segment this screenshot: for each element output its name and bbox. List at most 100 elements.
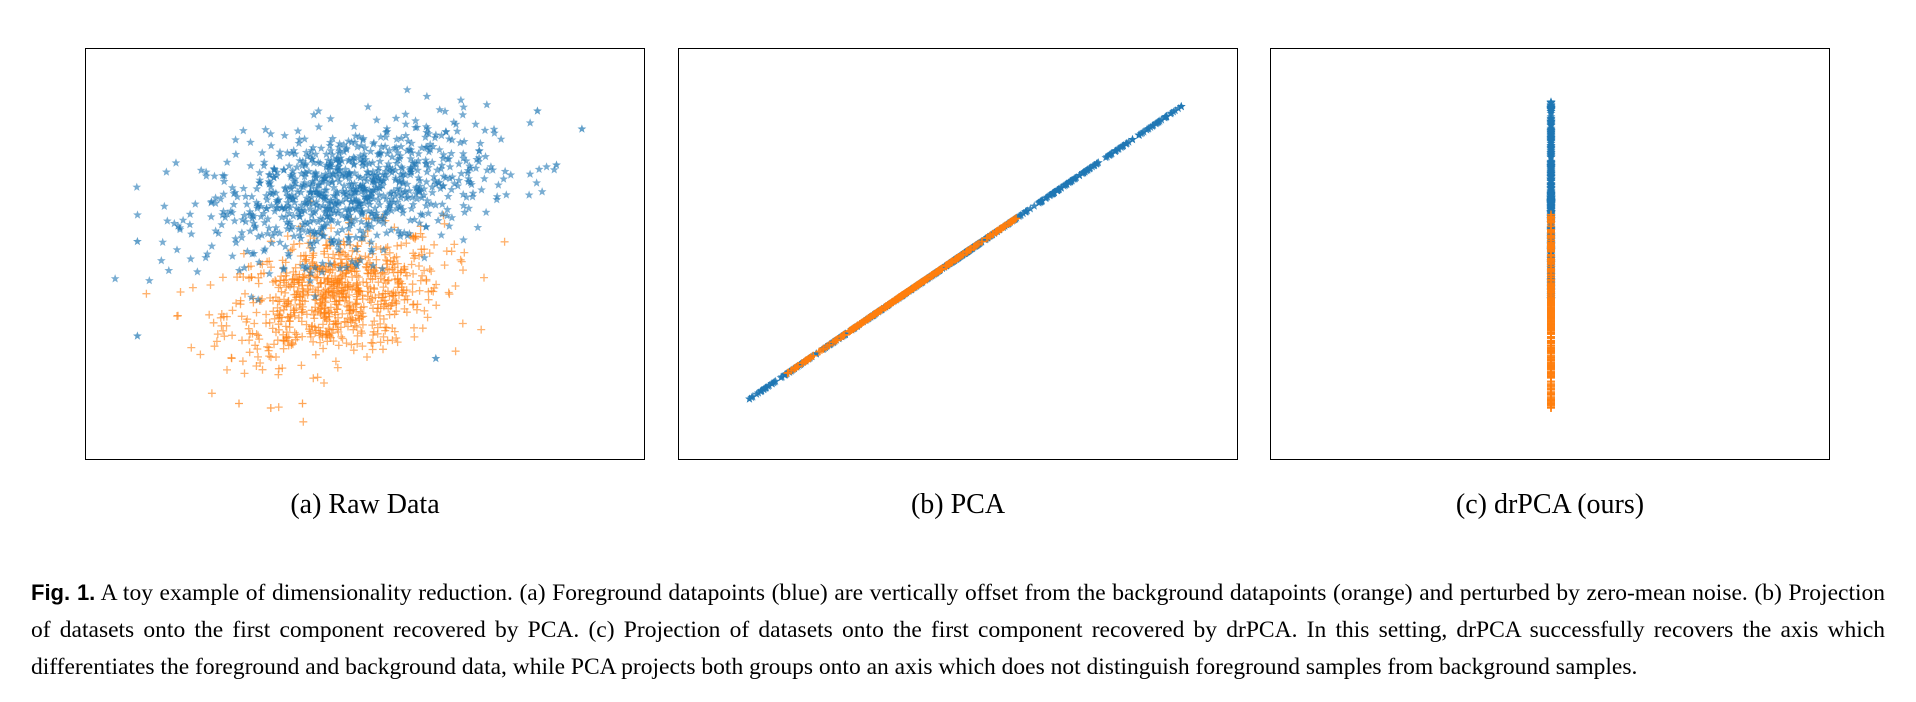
foreground-point — [445, 173, 455, 183]
foreground-point — [369, 194, 378, 203]
foreground-point — [346, 197, 356, 206]
foreground-point — [333, 173, 342, 182]
foreground-point — [431, 179, 441, 189]
foreground-point — [256, 212, 266, 221]
background-point — [363, 353, 371, 361]
foreground-point — [307, 210, 316, 219]
foreground-point — [351, 194, 361, 203]
background-point — [309, 374, 318, 383]
foreground-point — [1134, 130, 1144, 139]
foreground-point — [230, 216, 239, 225]
foreground-point — [398, 177, 408, 186]
foreground-point — [309, 208, 319, 217]
background-point — [372, 255, 381, 264]
background-point — [314, 323, 323, 332]
background-point — [347, 340, 356, 349]
foreground-point — [171, 158, 181, 167]
foreground-point — [1138, 128, 1147, 137]
background-point — [173, 312, 181, 320]
foreground-point — [346, 216, 355, 225]
foreground-point — [277, 212, 287, 222]
figure-caption: Fig. 1. A toy example of dimensionality … — [31, 574, 1885, 686]
background-point — [392, 297, 401, 306]
panel-raw-data — [85, 48, 645, 460]
background-point — [281, 288, 290, 297]
background-point — [382, 256, 390, 264]
foreground-point — [379, 176, 388, 185]
foreground-point — [260, 218, 269, 227]
foreground-point — [421, 155, 431, 164]
foreground-point — [447, 213, 457, 222]
background-point — [263, 257, 272, 266]
foreground-point — [356, 217, 366, 226]
foreground-point — [325, 141, 335, 150]
foreground-point — [334, 148, 344, 157]
foreground-point — [332, 165, 341, 174]
foreground-point — [133, 236, 142, 246]
foreground-point — [369, 214, 378, 223]
foreground-point — [249, 248, 259, 258]
foreground-point — [173, 221, 183, 230]
background-point — [280, 278, 289, 287]
foreground-point — [318, 214, 328, 224]
foreground-point — [339, 147, 349, 156]
background-point — [412, 305, 421, 314]
foreground-point — [333, 208, 343, 218]
foreground-point — [1142, 125, 1151, 134]
foreground-point — [327, 178, 337, 187]
background-point — [334, 300, 343, 309]
background-point — [284, 297, 293, 306]
background-point — [447, 247, 456, 256]
foreground-point — [364, 219, 373, 228]
foreground-point — [379, 214, 388, 223]
foreground-point — [291, 174, 300, 183]
foreground-point — [201, 171, 211, 180]
background-point — [1547, 360, 1555, 369]
foreground-point — [476, 138, 485, 148]
scatter-plot-raw-data — [110, 85, 587, 426]
foreground-point — [401, 119, 411, 128]
foreground-point — [210, 171, 219, 180]
background-point — [245, 336, 254, 345]
background-point — [357, 303, 366, 312]
background-point — [325, 330, 334, 339]
foreground-point — [308, 176, 317, 186]
background-point — [477, 325, 486, 334]
foreground-point — [447, 148, 456, 158]
background-point — [783, 369, 792, 378]
foreground-point — [359, 134, 368, 143]
foreground-point — [298, 182, 308, 191]
foreground-point — [294, 224, 304, 233]
background-point — [392, 252, 401, 261]
foreground-point — [1546, 150, 1556, 159]
foreground-point — [268, 231, 277, 240]
background-point — [340, 317, 349, 326]
background-point — [393, 268, 402, 277]
foreground-point — [277, 203, 286, 212]
background-point — [410, 254, 419, 263]
foreground-point — [286, 184, 296, 193]
background-point — [346, 315, 355, 324]
foreground-point — [422, 91, 432, 101]
foreground-point — [318, 201, 328, 210]
background-point — [263, 342, 272, 351]
foreground-point — [326, 208, 336, 217]
foreground-point — [280, 131, 289, 140]
foreground-point — [323, 218, 332, 227]
foreground-point — [353, 171, 363, 181]
foreground-point — [247, 214, 257, 223]
foreground-point — [537, 187, 547, 196]
foreground-point — [393, 155, 402, 164]
background-point — [349, 325, 358, 334]
foreground-point — [216, 194, 225, 203]
foreground-point — [361, 155, 370, 164]
foreground-point — [334, 245, 343, 254]
foreground-point — [185, 209, 195, 218]
background-point — [393, 241, 402, 250]
background-point — [379, 283, 388, 292]
foreground-point — [364, 185, 374, 194]
foreground-point — [370, 171, 380, 180]
background-point — [278, 364, 287, 373]
foreground-point — [435, 145, 444, 154]
foreground-point — [381, 194, 391, 203]
